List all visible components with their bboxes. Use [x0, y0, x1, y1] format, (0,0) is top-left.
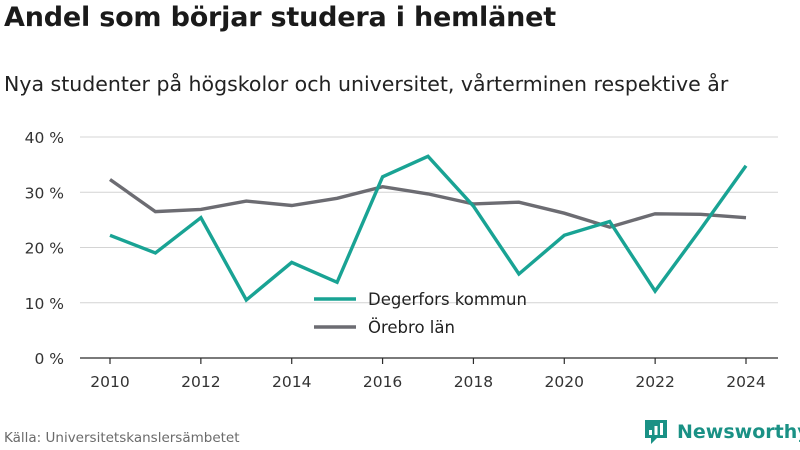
brand-name: Newsworthy [677, 421, 800, 443]
x-tick-label: 2010 [90, 373, 129, 391]
chart-subtitle: Nya studenter på högskolor och universit… [4, 72, 729, 96]
x-tick-label: 2024 [726, 373, 765, 391]
series-line-degerfors-kommun [109, 154, 748, 303]
newsworthy-logo-icon [645, 420, 667, 444]
legend: Degerfors kommun Örebro län [314, 290, 527, 337]
x-tick-label: 2016 [363, 373, 402, 391]
y-tick-label: 30 % [25, 184, 64, 202]
y-tick-label: 20 % [25, 240, 64, 258]
series-line-örebro-län [109, 178, 747, 229]
x-tick-label: 2012 [181, 373, 220, 391]
chart-title: Andel som börjar studera i hemlänet [4, 2, 556, 33]
source-note: Källa: Universitetskanslersämbetet [4, 430, 240, 446]
x-tick-label: 2020 [545, 373, 584, 391]
x-tick-label: 2022 [635, 373, 674, 391]
legend-label: Degerfors kommun [368, 290, 527, 309]
x-tick-label: 2018 [454, 373, 493, 391]
y-tick-label: 10 % [25, 295, 64, 313]
x-axis: 2010 2012 2014 2016 2018 2020 2022 2024 [80, 357, 778, 391]
legend-label: Örebro län [368, 318, 455, 337]
series-lines [109, 154, 748, 303]
y-tick-label: 40 % [25, 129, 64, 147]
y-tick-label: 0 % [34, 350, 64, 368]
y-axis-ticks: 0 % 10 % 20 % 30 % 40 % [25, 129, 64, 368]
grid-lines [80, 136, 778, 304]
x-tick-label: 2014 [272, 373, 311, 391]
brand-logo: Newsworthy [643, 418, 800, 446]
